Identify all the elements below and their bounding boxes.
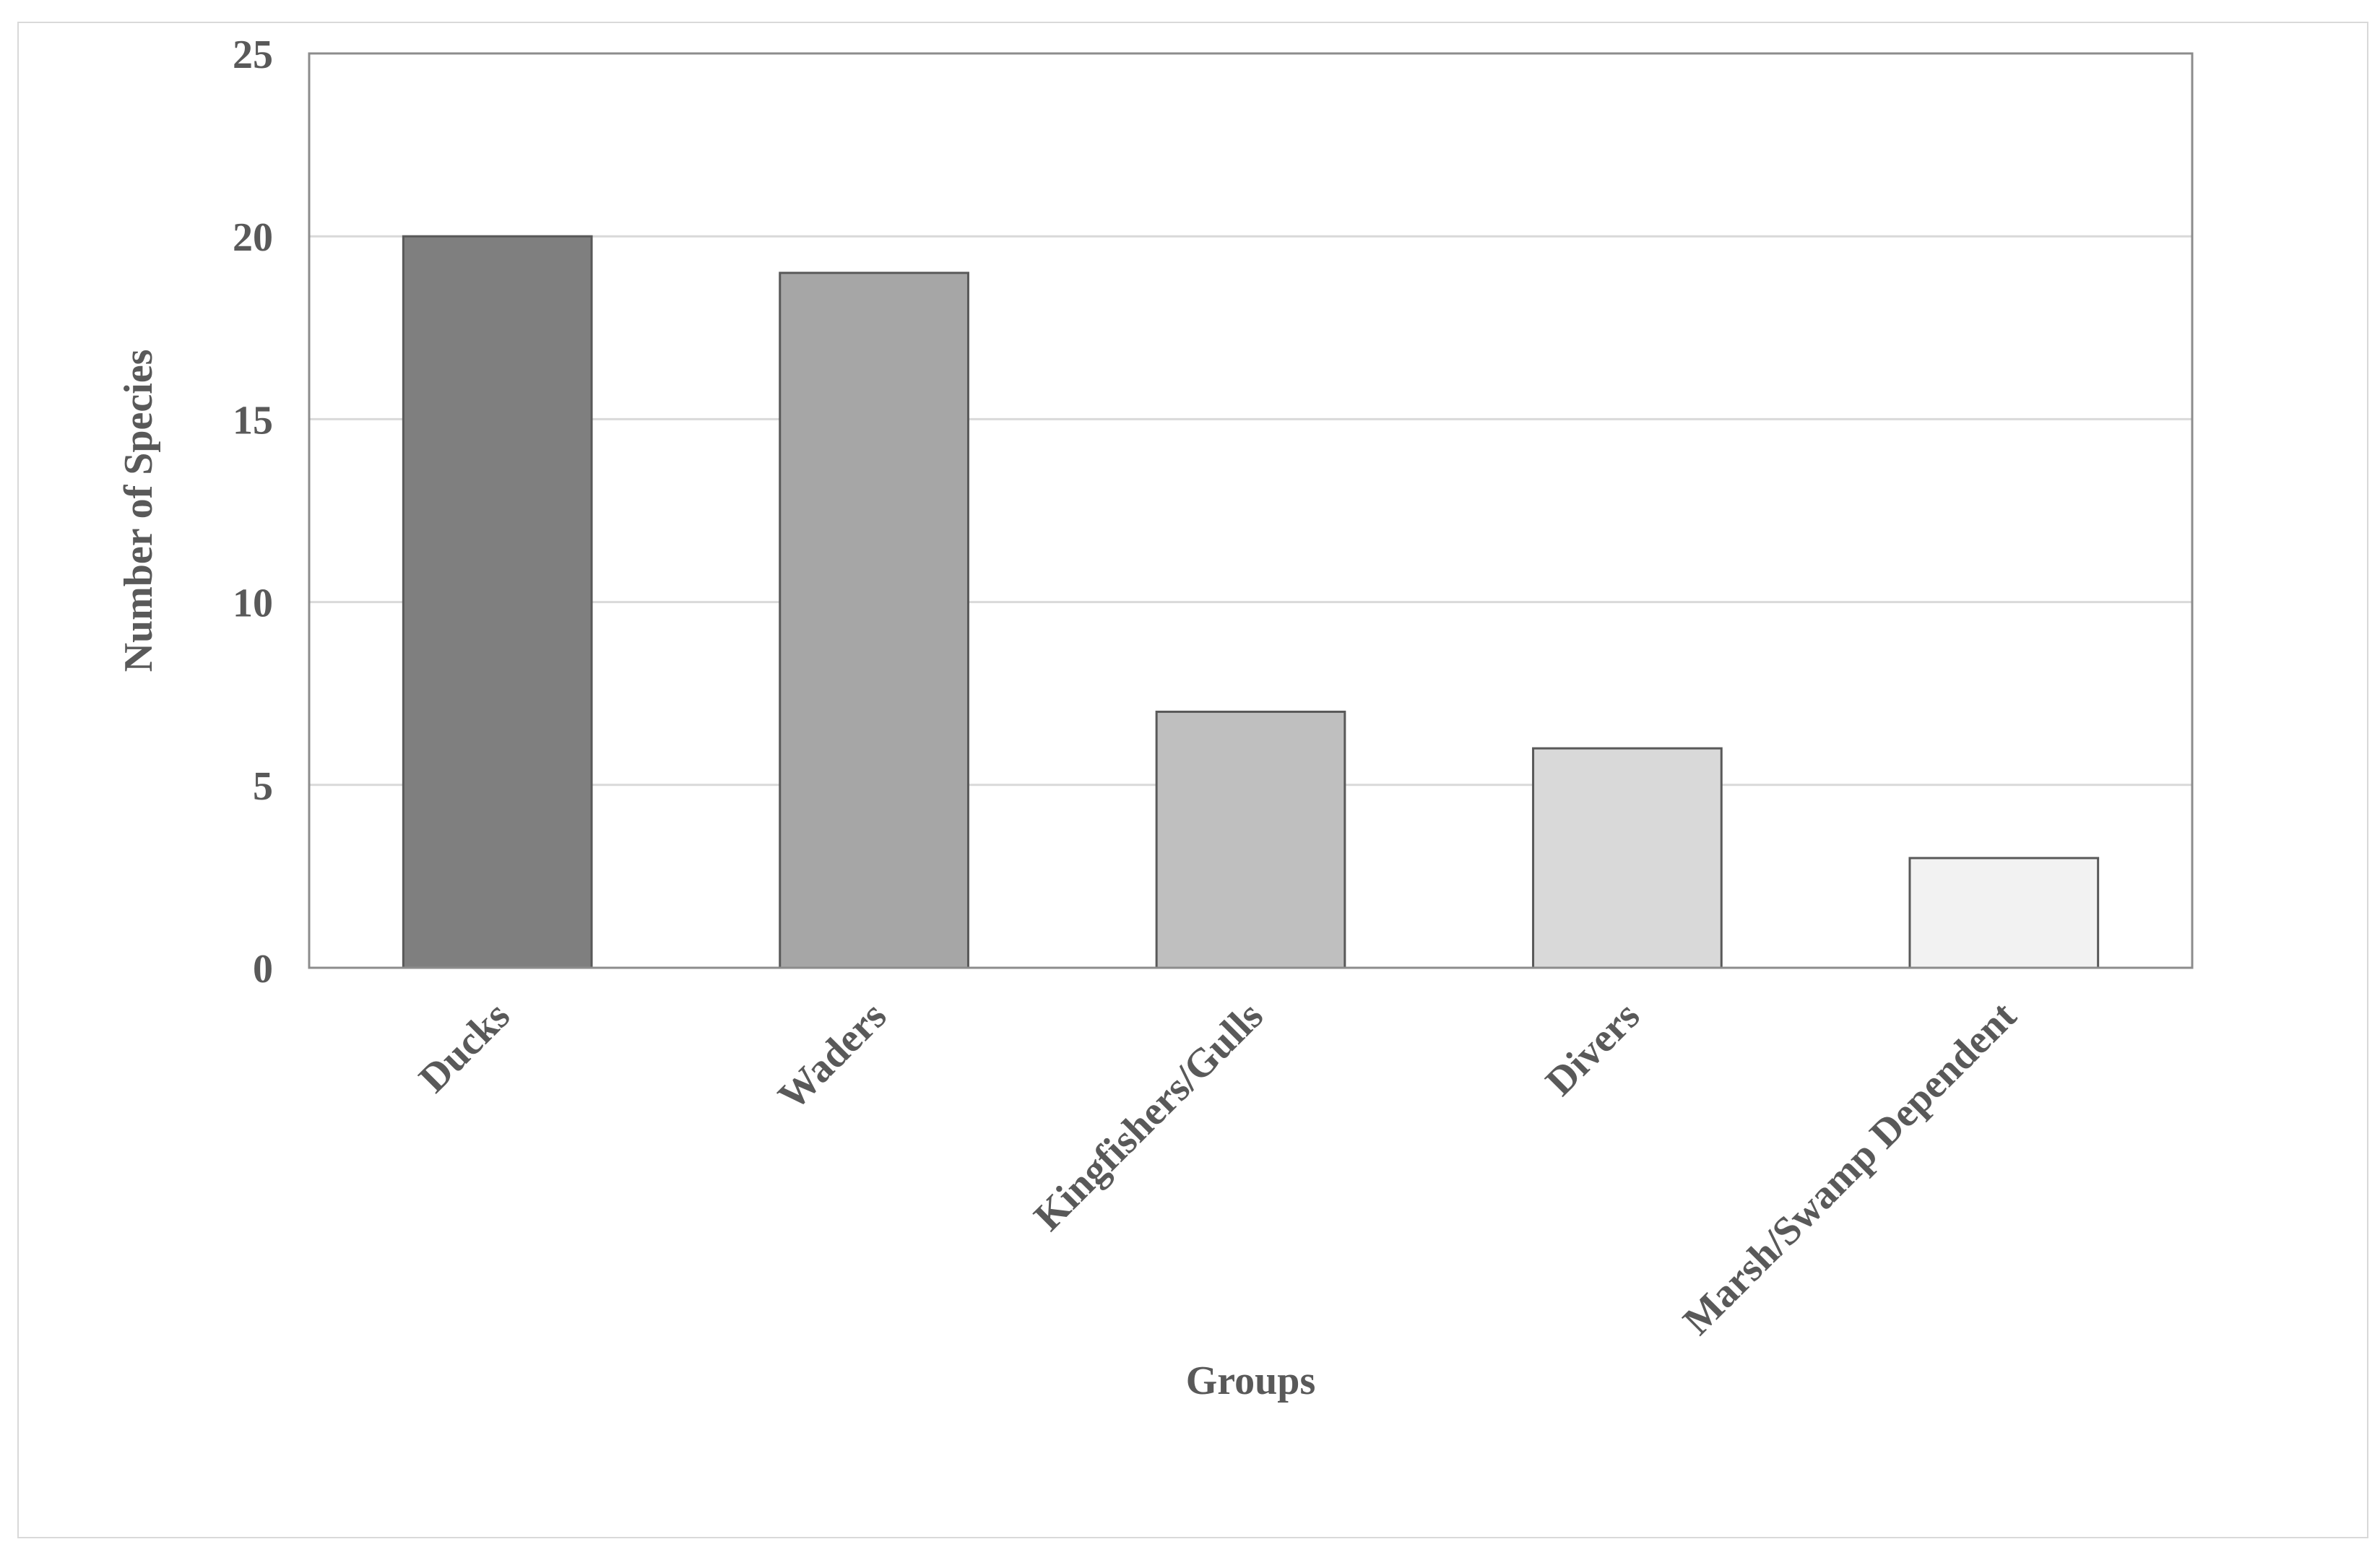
x-axis-label: Groups [1186,1358,1315,1403]
bar-ducks [402,235,593,969]
y-axis-label: Number of Species [116,350,161,672]
bar-waders [779,272,969,969]
x-tick-label: Divers [1537,993,1648,1104]
y-tick-label: 20 [233,215,273,260]
x-tick-label: Ducks [410,993,518,1101]
bar-divers [1532,747,1723,969]
x-axis-ticks: Ducks Waders Kingfishers/Gulls Divers Marsh/… [410,993,2025,1343]
y-tick-label: 0 [253,947,273,992]
x-tick-label: Waders [770,993,896,1119]
y-tick-label: 5 [253,764,273,809]
x-tick-label: Marsh/Swamp Dependent [1675,993,2025,1343]
bar-kingfishers-gulls [1155,711,1346,969]
y-tick-label: 10 [233,581,273,626]
y-axis-ticks: 0 5 10 15 20 25 [233,32,273,992]
plot-area-border [308,52,2194,969]
bar-marsh-swamp-dependent [1908,857,2100,969]
x-tick-label: Kingfishers/Gulls [1026,993,1272,1239]
y-tick-label: 15 [233,398,273,443]
y-tick-label: 25 [233,32,273,77]
